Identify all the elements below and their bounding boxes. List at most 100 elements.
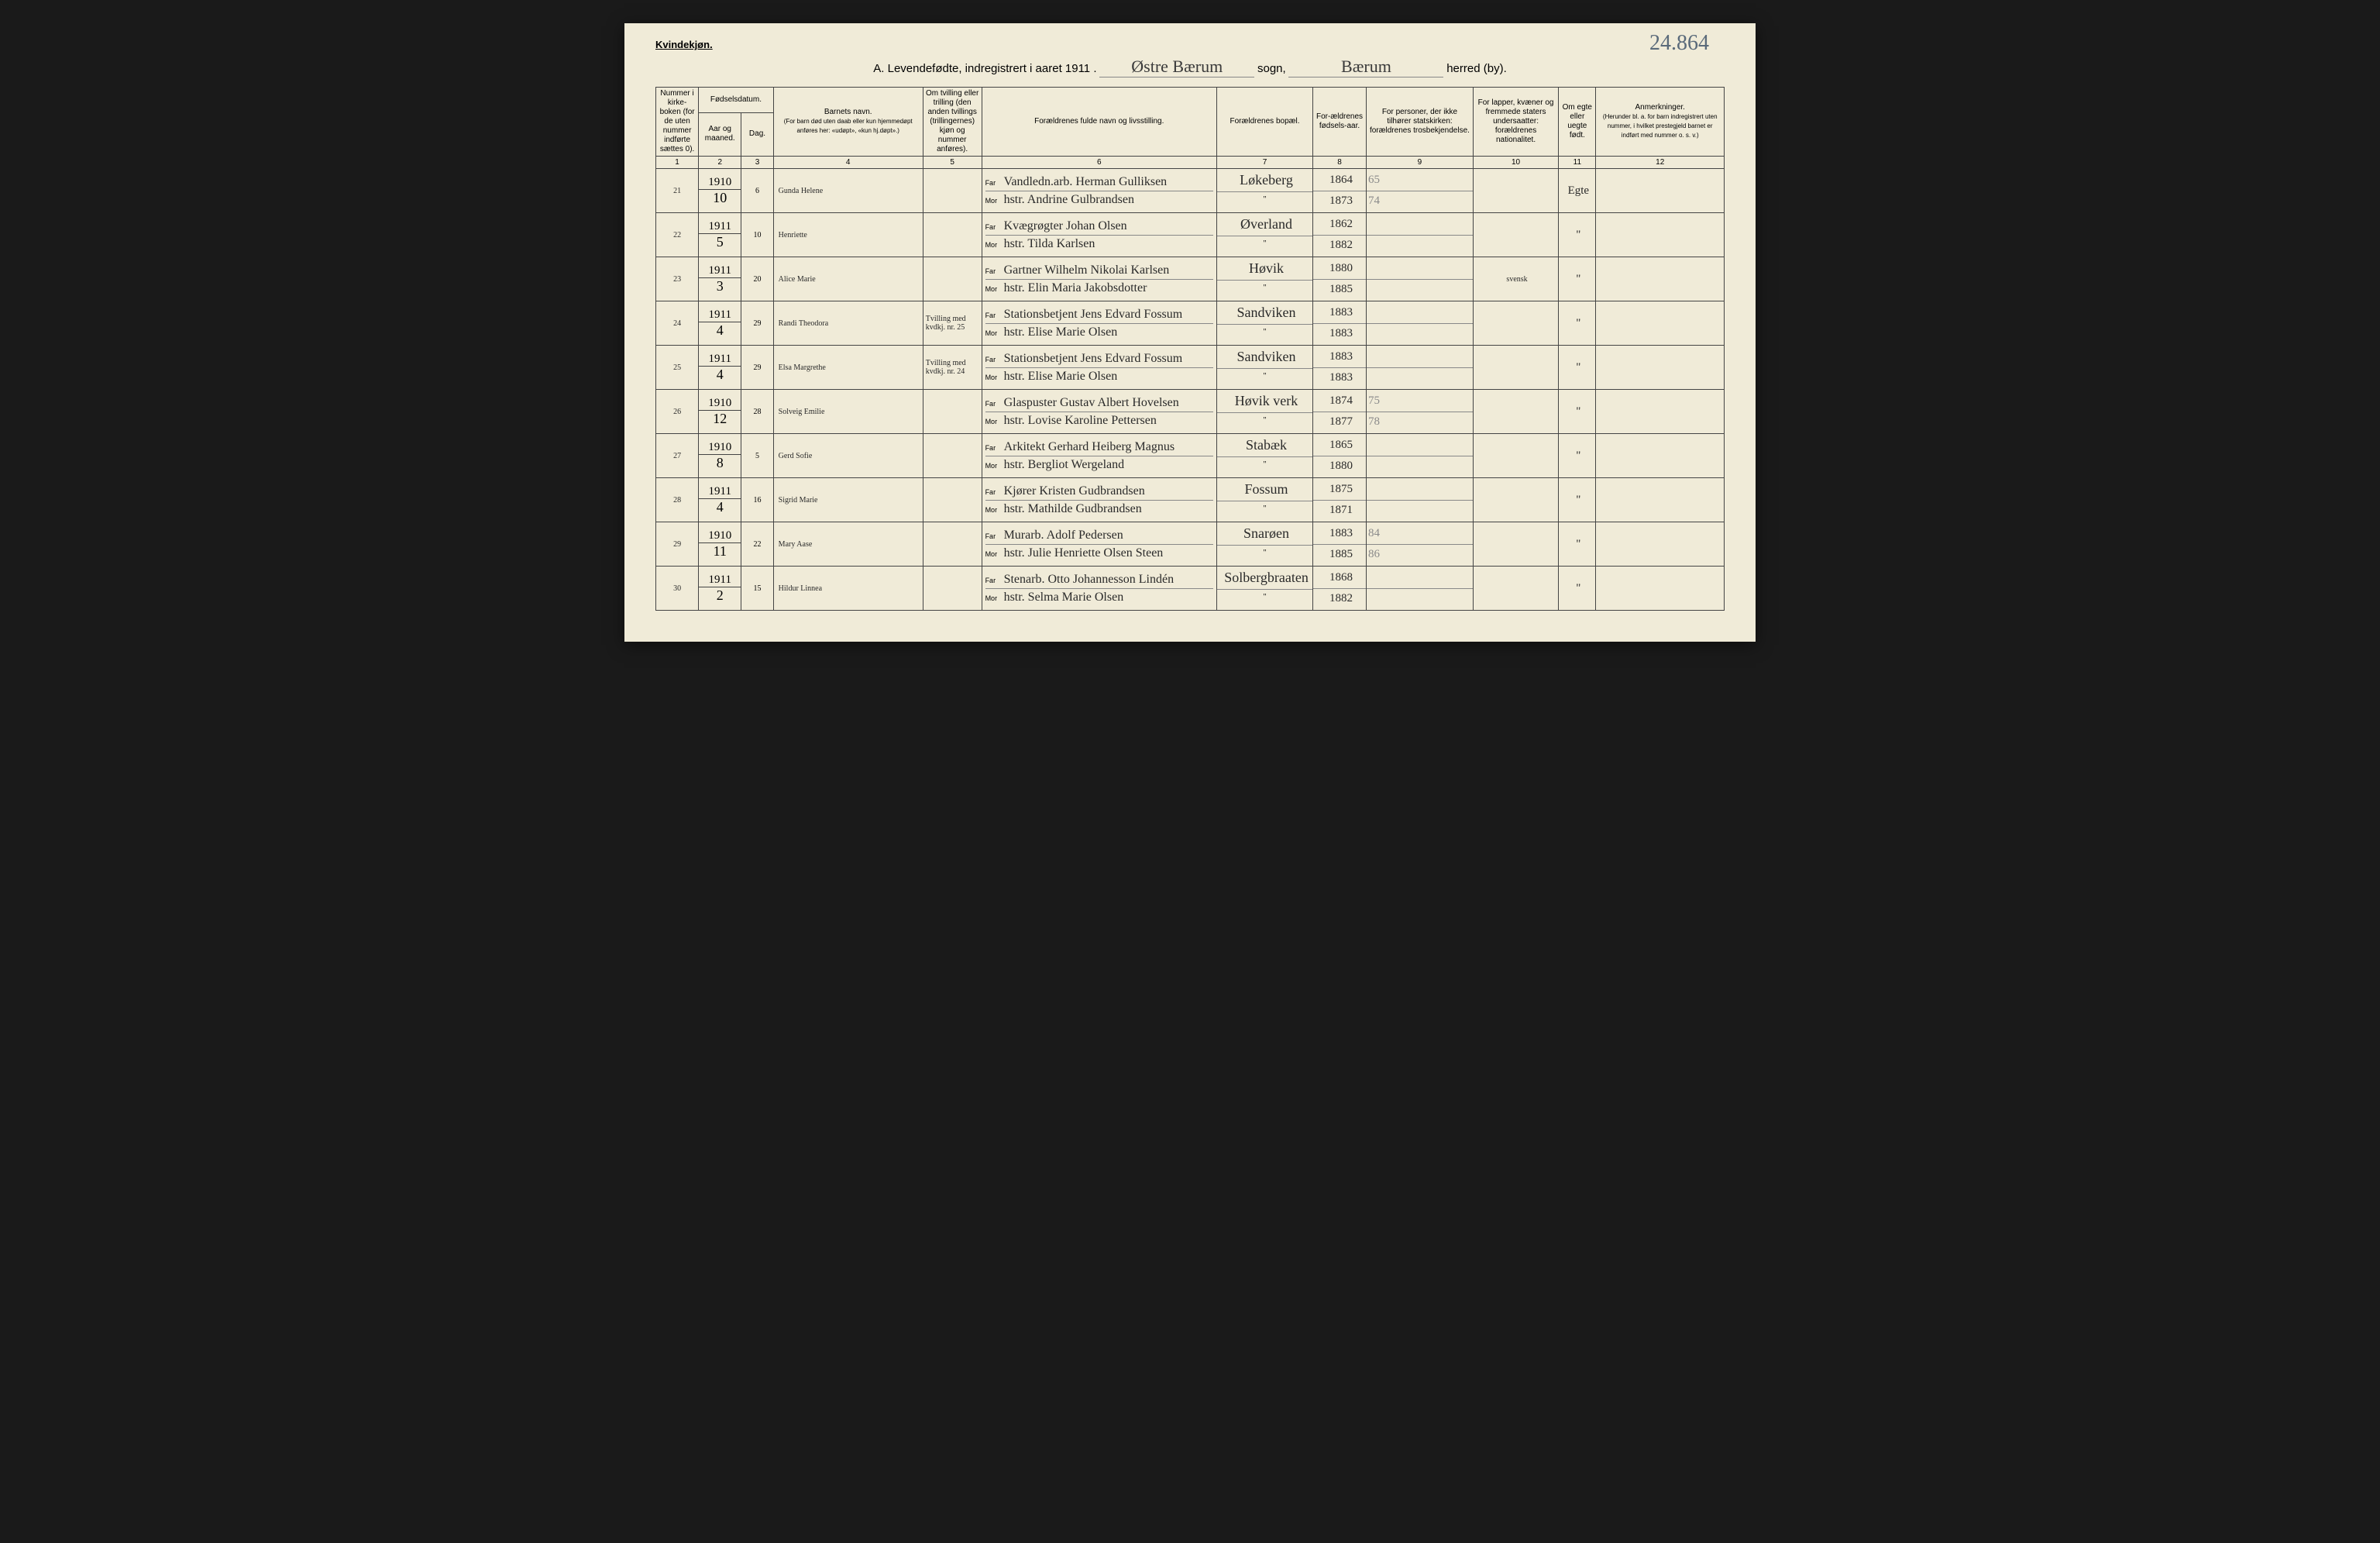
mor-label: Mor xyxy=(985,374,1001,381)
herred-label: herred (by). xyxy=(1446,62,1507,75)
far-name: Stationsbetjent Jens Edvard Fossum xyxy=(1004,308,1183,322)
colnum: 10 xyxy=(1473,157,1558,169)
twin-note xyxy=(923,567,982,611)
gender-label: Kvindekjøn. xyxy=(655,39,1725,50)
date-year-month: 1911 4 xyxy=(699,301,741,346)
date-year-month: 1910 10 xyxy=(699,169,741,213)
header-col8: For-ældrenes fødsels-aar. xyxy=(1313,88,1367,157)
table-row: 21 1910 10 6 Gunda Helene Far Vandledn.a… xyxy=(656,169,1725,213)
parents: Far Stationsbetjent Jens Edvard Fossum M… xyxy=(982,301,1216,346)
legitimacy: " xyxy=(1559,478,1596,522)
notes xyxy=(1596,390,1725,434)
table-row: 29 1910 11 22 Mary Aase Far Murarb. Adol… xyxy=(656,522,1725,567)
residence: Løkeberg " xyxy=(1216,169,1312,213)
birth-years: 1883 1883 xyxy=(1313,301,1367,346)
residence: Høvik " xyxy=(1216,257,1312,301)
header-col12: Anmerkninger. (Herunder bl. a. for barn … xyxy=(1596,88,1725,157)
far-label: Far xyxy=(985,400,1001,408)
birth-years: 1874 1877 xyxy=(1313,390,1367,434)
religion xyxy=(1367,301,1474,346)
far-label: Far xyxy=(985,312,1001,319)
residence: Sandviken " xyxy=(1216,346,1312,390)
mor-name: hstr. Elise Marie Olsen xyxy=(1004,370,1118,384)
mor-name: hstr. Andrine Gulbrandsen xyxy=(1004,193,1134,207)
nationality xyxy=(1473,169,1558,213)
far-label: Far xyxy=(985,179,1001,187)
header-col4: Barnets navn. (For barn død uten daab el… xyxy=(773,88,923,157)
far-label: Far xyxy=(985,488,1001,496)
sogn-label: sogn, xyxy=(1257,62,1286,75)
mor-label: Mor xyxy=(985,329,1001,337)
table-row: 27 1910 8 5 Gerd Sofie Far Arkitekt Gerh… xyxy=(656,434,1725,478)
far-name: Vandledn.arb. Herman Gulliksen xyxy=(1004,175,1168,189)
mor-label: Mor xyxy=(985,197,1001,205)
far-name: Stationsbetjent Jens Edvard Fossum xyxy=(1004,352,1183,366)
residence: Øverland " xyxy=(1216,213,1312,257)
residence: Høvik verk " xyxy=(1216,390,1312,434)
parents: Far Gartner Wilhelm Nikolai Karlsen Mor … xyxy=(982,257,1216,301)
twin-note xyxy=(923,257,982,301)
table-body: 21 1910 10 6 Gunda Helene Far Vandledn.a… xyxy=(656,169,1725,611)
far-name: Glaspuster Gustav Albert Hovelsen xyxy=(1004,396,1179,410)
parents: Far Vandledn.arb. Herman Gulliksen Mor h… xyxy=(982,169,1216,213)
parents: Far Glaspuster Gustav Albert Hovelsen Mo… xyxy=(982,390,1216,434)
entry-number: 28 xyxy=(656,478,699,522)
header-col4-title: Barnets navn. xyxy=(824,108,872,116)
far-name: Kjører Kristen Gudbrandsen xyxy=(1004,484,1145,498)
date-day: 6 xyxy=(741,169,773,213)
date-day: 28 xyxy=(741,390,773,434)
far-label: Far xyxy=(985,356,1001,363)
mor-label: Mor xyxy=(985,462,1001,470)
legitimacy: " xyxy=(1559,257,1596,301)
entry-number: 27 xyxy=(656,434,699,478)
colnum: 3 xyxy=(741,157,773,169)
residence: Solbergbraaten " xyxy=(1216,567,1312,611)
child-name: Solveig Emilie xyxy=(773,390,923,434)
child-name: Hildur Linnea xyxy=(773,567,923,611)
mor-name: hstr. Elise Marie Olsen xyxy=(1004,325,1118,339)
parents: Far Stenarb. Otto Johannesson Lindén Mor… xyxy=(982,567,1216,611)
nationality xyxy=(1473,346,1558,390)
twin-note xyxy=(923,522,982,567)
entry-number: 22 xyxy=(656,213,699,257)
sogn-value: Østre Bærum xyxy=(1099,57,1254,77)
header-col2a: Aar og maaned. xyxy=(699,112,741,156)
nationality xyxy=(1473,567,1558,611)
child-name: Elsa Margrethe xyxy=(773,346,923,390)
religion: 84 86 xyxy=(1367,522,1474,567)
residence: Snarøen " xyxy=(1216,522,1312,567)
mor-name: hstr. Tilda Karlsen xyxy=(1004,237,1095,251)
child-name: Alice Marie xyxy=(773,257,923,301)
twin-note xyxy=(923,390,982,434)
notes xyxy=(1596,213,1725,257)
mor-name: hstr. Selma Marie Olsen xyxy=(1004,591,1124,604)
far-label: Far xyxy=(985,577,1001,584)
child-name: Gerd Sofie xyxy=(773,434,923,478)
far-label: Far xyxy=(985,444,1001,452)
entry-number: 21 xyxy=(656,169,699,213)
table-row: 25 1911 4 29 Elsa Margrethe Tvilling med… xyxy=(656,346,1725,390)
religion xyxy=(1367,257,1474,301)
religion: 75 78 xyxy=(1367,390,1474,434)
far-name: Kvægrøgter Johan Olsen xyxy=(1004,219,1127,233)
entry-number: 29 xyxy=(656,522,699,567)
mor-label: Mor xyxy=(985,594,1001,602)
date-day: 20 xyxy=(741,257,773,301)
legitimacy: " xyxy=(1559,301,1596,346)
nationality: svensk xyxy=(1473,257,1558,301)
header-col10: For lapper, kvæner og fremmede staters u… xyxy=(1473,88,1558,157)
far-name: Arkitekt Gerhard Heiberg Magnus xyxy=(1004,440,1175,454)
table-row: 26 1910 12 28 Solveig Emilie Far Glaspus… xyxy=(656,390,1725,434)
birth-years: 1875 1871 xyxy=(1313,478,1367,522)
mor-label: Mor xyxy=(985,550,1001,558)
birth-years: 1864 1873 xyxy=(1313,169,1367,213)
title-line: A. Levendefødte, indregistrert i aaret 1… xyxy=(655,57,1725,77)
header-col1: Nummer i kirke-boken (for de uten nummer… xyxy=(656,88,699,157)
legitimacy: Egte xyxy=(1559,169,1596,213)
nationality xyxy=(1473,522,1558,567)
header-col2-group: Fødselsdatum. xyxy=(699,88,774,113)
far-label: Far xyxy=(985,223,1001,231)
colnum: 12 xyxy=(1596,157,1725,169)
colnum: 7 xyxy=(1216,157,1312,169)
date-year-month: 1911 4 xyxy=(699,346,741,390)
